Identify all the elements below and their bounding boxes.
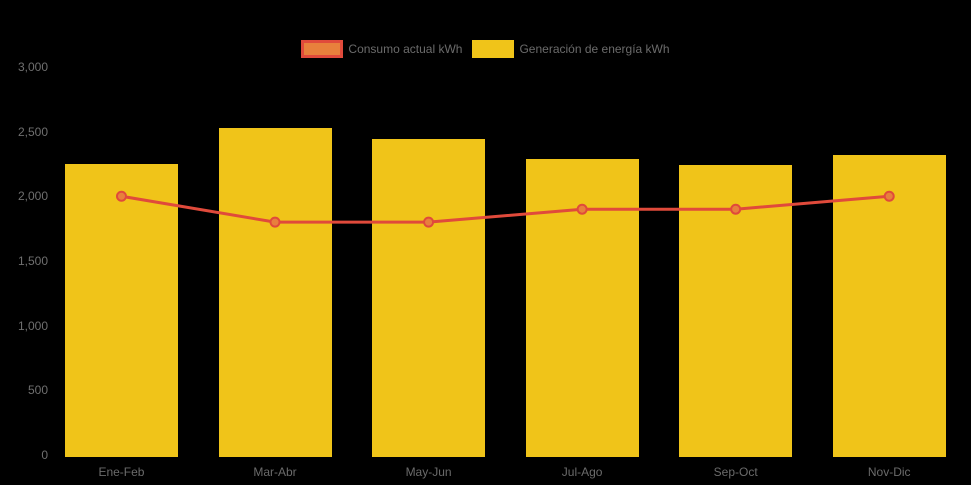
legend-label: Generación de energía kWh <box>519 42 670 56</box>
data-point-jul-ago[interactable] <box>576 203 588 215</box>
y-tick-label-1000: 1,000 <box>17 318 48 333</box>
x-tick-label-jul-ago: Jul-Ago <box>561 465 603 479</box>
x-tick-label-may-jun: May-Jun <box>405 465 452 479</box>
y-tick-label-2000: 2,000 <box>17 189 48 204</box>
y-tick-label-0: 0 <box>41 448 48 462</box>
bar-jul-ago[interactable] <box>525 158 639 457</box>
bar-may-jun[interactable] <box>372 139 486 457</box>
x-tick-label-ene-feb: Ene-Feb <box>98 465 145 479</box>
bar-mar-abr[interactable] <box>218 127 332 457</box>
x-tick-label-nov-dic: Nov-Dic <box>867 465 911 479</box>
x-tick-label-mar-abr: Mar-Abr <box>253 465 297 479</box>
data-point-may-jun[interactable] <box>423 216 435 228</box>
legend-swatch-line <box>301 40 344 58</box>
data-point-ene-feb[interactable] <box>115 190 127 202</box>
bar-ene-feb[interactable] <box>64 163 178 457</box>
legend-item-consumo-actual-kwh[interactable]: Consumo actual kWh <box>301 40 462 58</box>
y-tick-label-500: 500 <box>27 383 48 398</box>
x-tick-label-sep-oct: Sep-Oct <box>713 465 758 479</box>
data-point-mar-abr[interactable] <box>269 216 281 228</box>
data-point-sep-oct[interactable] <box>730 203 742 215</box>
y-tick-label-3000: 3,000 <box>17 59 48 74</box>
y-tick-label-2500: 2,500 <box>17 124 48 139</box>
chart-legend: Consumo actual kWh Generación de energía … <box>0 40 971 58</box>
y-tick-label-1500: 1,500 <box>17 253 48 268</box>
legend-label: Consumo actual kWh <box>348 42 463 56</box>
legend-swatch-bar <box>472 40 515 58</box>
legend-item-generaci-n-de-energ-a-kwh[interactable]: Generación de energía kWh <box>472 40 670 58</box>
data-point-nov-dic[interactable] <box>883 190 895 202</box>
